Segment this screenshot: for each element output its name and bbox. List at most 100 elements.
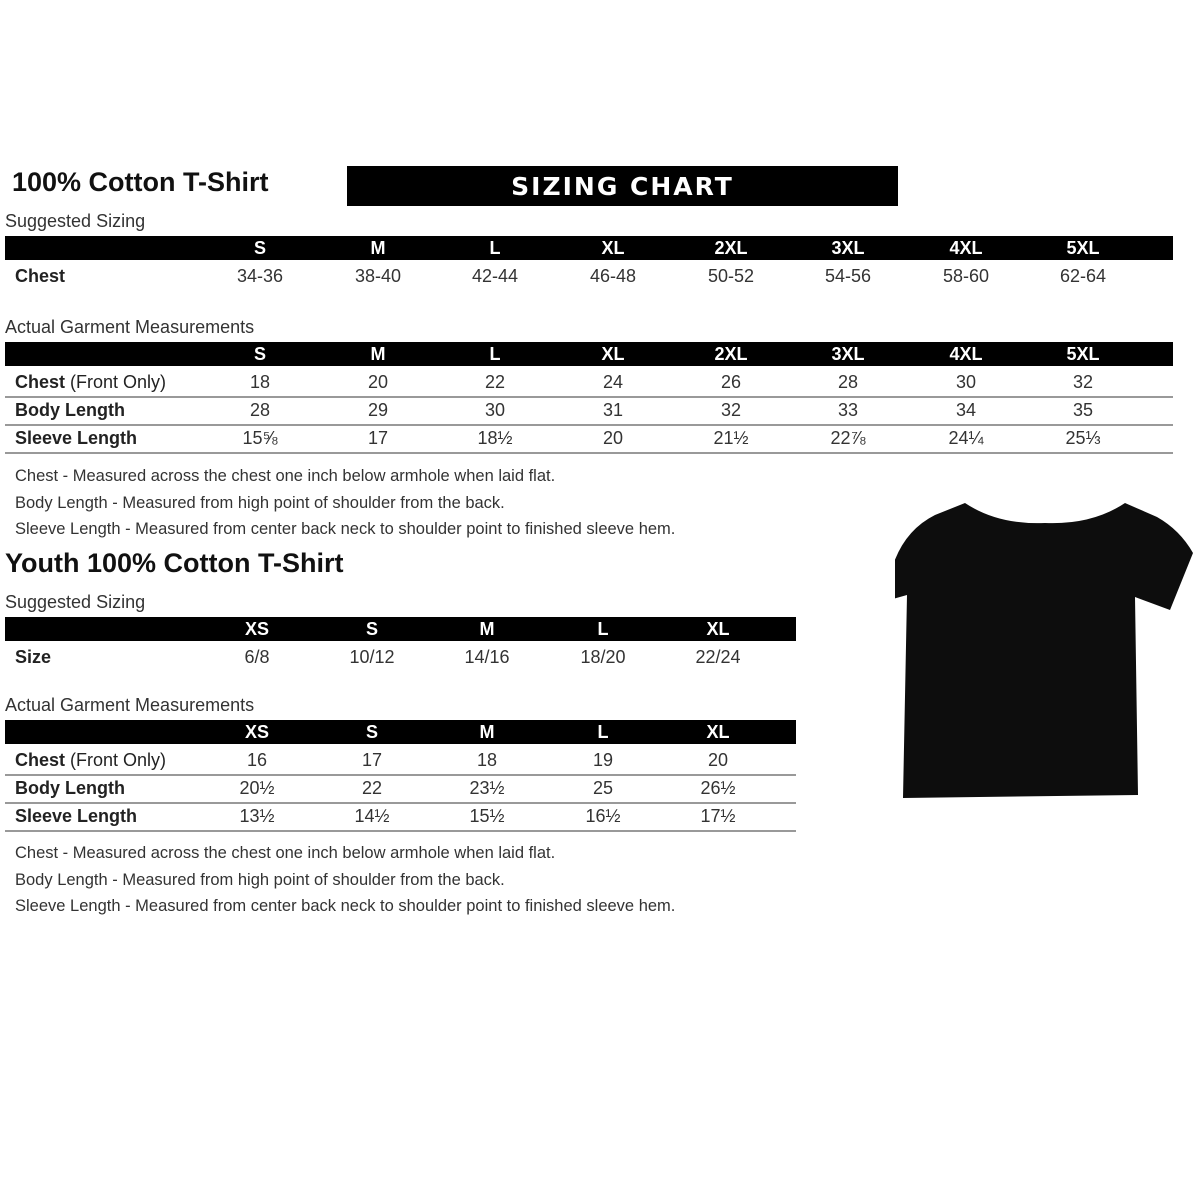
table-cell: 17½ [700, 806, 736, 826]
table-cell: 20½ [239, 778, 275, 798]
row-label-text: Chest [15, 750, 66, 770]
size-header-cell: S [365, 722, 378, 742]
table-cell: 20 [367, 372, 389, 392]
note-line: Body Length - Measured from high point o… [15, 493, 505, 512]
table-cell: 20 [602, 428, 624, 448]
row-label-text: Sleeve Length [15, 806, 138, 826]
size-header-cell: 3XL [831, 238, 865, 258]
table-cell: 24 [602, 372, 624, 392]
size-header-cell: XS [244, 619, 269, 639]
table-cell: 10/12 [349, 647, 395, 667]
adult-size-header: S M L XL 2XL 3XL 4XL 5XL [5, 342, 1173, 366]
adult-actual-table: S M L XL 2XL 3XL 4XL 5XL Chest (Front Only) 18 20 2… [5, 342, 1173, 454]
table-cell: 13½ [239, 806, 275, 826]
size-header-cell: 2XL [714, 238, 748, 258]
note-line: Sleeve Length - Measured from center bac… [15, 897, 676, 915]
row-label-suffix: (Front Only) [65, 750, 167, 770]
youth-size-header: XS S M L XL [5, 617, 796, 641]
row-label: Body Length [15, 774, 125, 802]
size-header-cell: XL [601, 238, 625, 258]
table-cell: 17 [367, 428, 389, 448]
table-row: Sleeve Length 15⅝ 17 18½ 20 21½ 22⅞ 24¼ 25⅓ [5, 424, 1173, 454]
table-row: Size 6/8 10/12 14/16 18/20 22/24 [5, 643, 796, 671]
youth-title: Youth 100% Cotton T-Shirt [5, 548, 344, 578]
size-header-cell: XL [706, 619, 730, 639]
table-cell: 50-52 [707, 266, 755, 286]
row-label-text: Chest [15, 266, 66, 286]
row-label-text: Chest [15, 372, 66, 392]
note-line: Sleeve Length - Measured from center bac… [15, 520, 676, 538]
size-header-cell: M [370, 344, 386, 364]
table-cell: 16 [246, 750, 268, 770]
table-cell: 21½ [713, 428, 749, 448]
table-cell: 18/20 [580, 647, 626, 667]
table-cell: 46-48 [589, 266, 637, 286]
row-label: Body Length [15, 396, 125, 424]
size-header-cell: 2XL [714, 344, 748, 364]
table-cell: 22 [361, 778, 383, 798]
size-header-cell: L [597, 619, 609, 639]
table-cell: 18 [476, 750, 498, 770]
table-cell: 28 [249, 400, 271, 420]
row-label-text: Size [15, 647, 52, 667]
adult-title: 100% Cotton T-Shirt [12, 167, 269, 197]
sizing-chart-banner: SIZING CHART [347, 166, 898, 206]
youth-suggested-table: XS S M L XL Size 6/8 10/12 14/16 18/20 22/24 [5, 617, 796, 667]
table-cell: 30 [484, 400, 506, 420]
size-header-cell: M [479, 722, 495, 742]
table-cell: 26½ [700, 778, 736, 798]
table-cell: 34 [955, 400, 977, 420]
table-cell: 28 [837, 372, 859, 392]
table-cell: 32 [720, 400, 742, 420]
table-cell: 62-64 [1059, 266, 1107, 286]
table-cell: 42-44 [471, 266, 519, 286]
row-label: Size [15, 643, 51, 671]
table-cell: 24¼ [948, 428, 984, 448]
table-cell: 58-60 [942, 266, 990, 286]
size-header-cell: 5XL [1066, 344, 1100, 364]
table-cell: 19 [592, 750, 614, 770]
row-label-text: Body Length [15, 778, 125, 798]
tshirt-image [895, 503, 1193, 798]
table-cell: 26 [720, 372, 742, 392]
size-header-cell: 3XL [831, 344, 865, 364]
size-header-cell: S [253, 344, 266, 364]
note-line: Chest - Measured across the chest one in… [15, 844, 556, 862]
row-label-text: Body Length [15, 400, 125, 420]
table-cell: 18½ [477, 428, 513, 448]
note-line: Chest - Measured across the chest one in… [15, 467, 556, 485]
size-header-cell: L [597, 722, 609, 742]
table-row: Body Length 28 29 30 31 32 33 34 35 [5, 396, 1173, 426]
row-label: Sleeve Length [15, 424, 137, 452]
table-cell: 35 [1072, 400, 1094, 420]
note-line: Body Length - Measured from high point o… [15, 870, 505, 889]
youth-size-header: XS S M L XL [5, 720, 796, 744]
size-header-cell: L [489, 238, 501, 258]
size-header-cell: XS [244, 722, 269, 742]
table-cell: 22 [484, 372, 506, 392]
youth-suggested-label: Suggested Sizing [5, 592, 146, 612]
size-header-cell: 4XL [949, 344, 983, 364]
table-cell: 30 [955, 372, 977, 392]
table-cell: 16½ [585, 806, 621, 826]
table-cell: 20 [707, 750, 729, 770]
table-cell: 32 [1072, 372, 1094, 392]
table-row: Body Length 20½ 22 23½ 25 26½ [5, 774, 796, 804]
youth-actual-table: XS S M L XL Chest (Front Only) 16 17 18 19 20 Body … [5, 720, 796, 832]
table-cell: 14/16 [464, 647, 510, 667]
table-cell: 33 [837, 400, 859, 420]
table-cell: 14½ [354, 806, 390, 826]
table-cell: 31 [602, 400, 624, 420]
table-cell: 25 [592, 778, 614, 798]
table-cell: 34-36 [236, 266, 284, 286]
size-header-cell: XL [706, 722, 730, 742]
table-cell: 54-56 [824, 266, 872, 286]
table-row: Chest (Front Only) 16 17 18 19 20 [5, 746, 796, 776]
size-header-cell: 4XL [949, 238, 983, 258]
table-cell: 15½ [469, 806, 505, 826]
row-label: Chest (Front Only) [15, 368, 166, 396]
table-cell: 38-40 [354, 266, 402, 286]
table-cell: 17 [361, 750, 383, 770]
adult-suggested-table: S M L XL 2XL 3XL 4XL 5XL Chest 34-36 38-40 42-44 46-… [5, 236, 1173, 286]
